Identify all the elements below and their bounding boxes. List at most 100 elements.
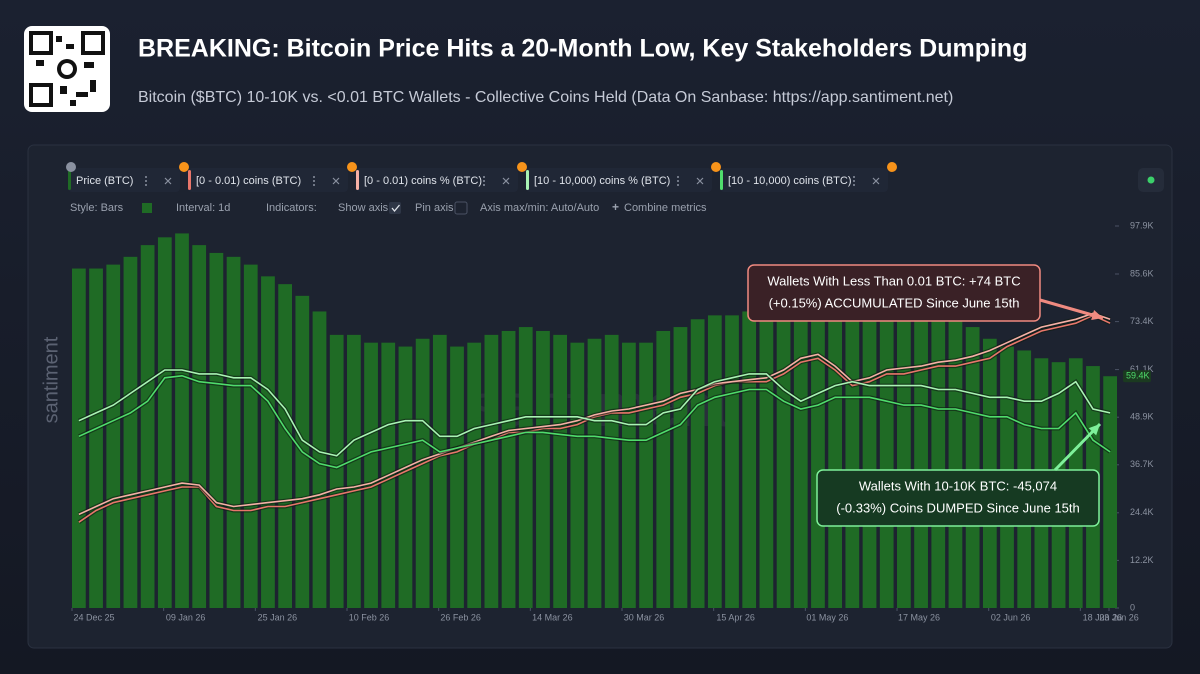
metric-tab[interactable] [526, 168, 712, 192]
price-bar [106, 264, 121, 608]
toolbar-item[interactable]: Indicators: [266, 202, 317, 214]
check [391, 204, 400, 213]
metric-tab[interactable] [188, 168, 348, 192]
x-tick-label: 01 May 26 [806, 612, 848, 622]
price-bar [157, 237, 172, 609]
menu-dot [313, 176, 315, 178]
price-bar [192, 245, 207, 608]
price-bar [931, 311, 946, 608]
metric-tab[interactable] [356, 168, 518, 192]
price-bar [965, 327, 980, 608]
menu-dot [853, 184, 855, 186]
watermark: santiment [40, 336, 62, 423]
x-tick-label: 02 Jun 26 [991, 612, 1031, 622]
metric-name: [0 - 0.01) coins % (BTC) [364, 175, 482, 187]
price-bar [639, 342, 653, 608]
qr-code [24, 26, 110, 112]
menu-dot [313, 184, 315, 186]
annotation-text: Wallets With 10-10K BTC: -45,074 [859, 478, 1057, 493]
metric-line [78, 312, 1111, 516]
x-tick-label: 09 Jan 26 [166, 612, 206, 622]
price-bar [897, 303, 911, 608]
x-tick-label: 10 Feb 26 [349, 612, 390, 622]
btc-badge [347, 162, 357, 172]
y-tick-label: 36.7K [1130, 459, 1154, 469]
toolbar-item[interactable]: Style: Bars [70, 202, 124, 214]
price-bar [347, 334, 361, 608]
toolbar-item[interactable]: Combine metrics [624, 202, 707, 214]
y-tick-label: 73.4K [1130, 316, 1154, 326]
toolbar-item[interactable]: Pin axis [415, 202, 454, 214]
btc-badge [711, 162, 721, 172]
annotation-box [747, 264, 1041, 322]
price-bar [89, 268, 103, 608]
y-tick-label: 12.2K [1130, 555, 1154, 565]
price-bar [570, 342, 585, 608]
price-bar [312, 311, 327, 608]
menu-dot [145, 184, 147, 186]
price-bar [742, 311, 757, 608]
price-bar [123, 256, 138, 608]
y-tick-label: 48.9K [1130, 412, 1154, 422]
close-icon[interactable] [872, 177, 880, 185]
x-tick-label: 30 Mar 26 [624, 612, 665, 622]
price-bar [811, 295, 825, 608]
toolbar-item[interactable]: Show axis [338, 202, 389, 214]
metric-color [356, 170, 359, 190]
metric-color [526, 170, 529, 190]
subtitle: Bitcoin ($BTC) 10-10K vs. <0.01 BTC Wall… [138, 89, 953, 106]
price-bar [1103, 376, 1118, 608]
toolbar-item[interactable]: Axis max/min: Auto/Auto [480, 202, 599, 214]
metric-color [188, 170, 191, 190]
price-bar [793, 303, 808, 608]
price-bar [604, 334, 619, 608]
x-tick-label: 23 Jun 26 [1099, 612, 1139, 622]
show-axis-checkbox[interactable] [389, 202, 401, 214]
annotation-arrow [1039, 298, 1104, 320]
price-bar [845, 291, 860, 608]
menu-dot [677, 180, 679, 182]
price-bar [656, 330, 671, 608]
price-bar [484, 334, 499, 608]
menu-dot [313, 180, 315, 182]
price-bar [501, 330, 516, 608]
close-icon[interactable] [696, 177, 704, 185]
annotation-text: Wallets With Less Than 0.01 BTC: +74 BTC [767, 273, 1020, 288]
price-bar [759, 307, 774, 608]
x-tick-label: 17 May 26 [898, 612, 940, 622]
close-icon[interactable] [502, 177, 510, 185]
price-bar [226, 256, 241, 608]
menu-dot [853, 180, 855, 182]
close-icon[interactable] [164, 177, 172, 185]
menu-dot [483, 176, 485, 178]
price-bar [243, 264, 258, 608]
price-bar [518, 327, 533, 608]
metric-line [78, 374, 1111, 469]
btc-badge [517, 162, 527, 172]
menu-dot [483, 180, 485, 182]
lock-badge [66, 162, 76, 172]
close-icon[interactable] [332, 177, 340, 185]
btc-badge [887, 162, 897, 172]
price-bar [707, 315, 722, 608]
price-bar [914, 307, 928, 608]
menu-dot [677, 184, 679, 186]
metric-tab[interactable] [720, 168, 888, 192]
price-bar [776, 307, 791, 608]
price-bar [587, 338, 602, 608]
price-bar [415, 338, 430, 608]
pin-axis-checkbox[interactable] [454, 201, 468, 215]
metric-name: [10 - 10,000) coins % (BTC) [534, 175, 670, 187]
price-bar [467, 342, 482, 608]
price-bar [261, 276, 275, 608]
title: BREAKING: Bitcoin Price Hits a 20-Month … [138, 35, 1027, 63]
metric-tab[interactable] [68, 168, 180, 192]
x-tick-label: 15 Apr 26 [716, 612, 755, 622]
metric-color [720, 170, 723, 190]
price-bar [72, 268, 86, 608]
chart: Price (BTC) [0 - 0.01) coins (BTC) [0 - 0.… [40, 162, 1154, 622]
metric-name: [10 - 10,000) coins (BTC) [728, 175, 852, 187]
toolbar-item[interactable]: Interval: 1d [176, 202, 230, 214]
